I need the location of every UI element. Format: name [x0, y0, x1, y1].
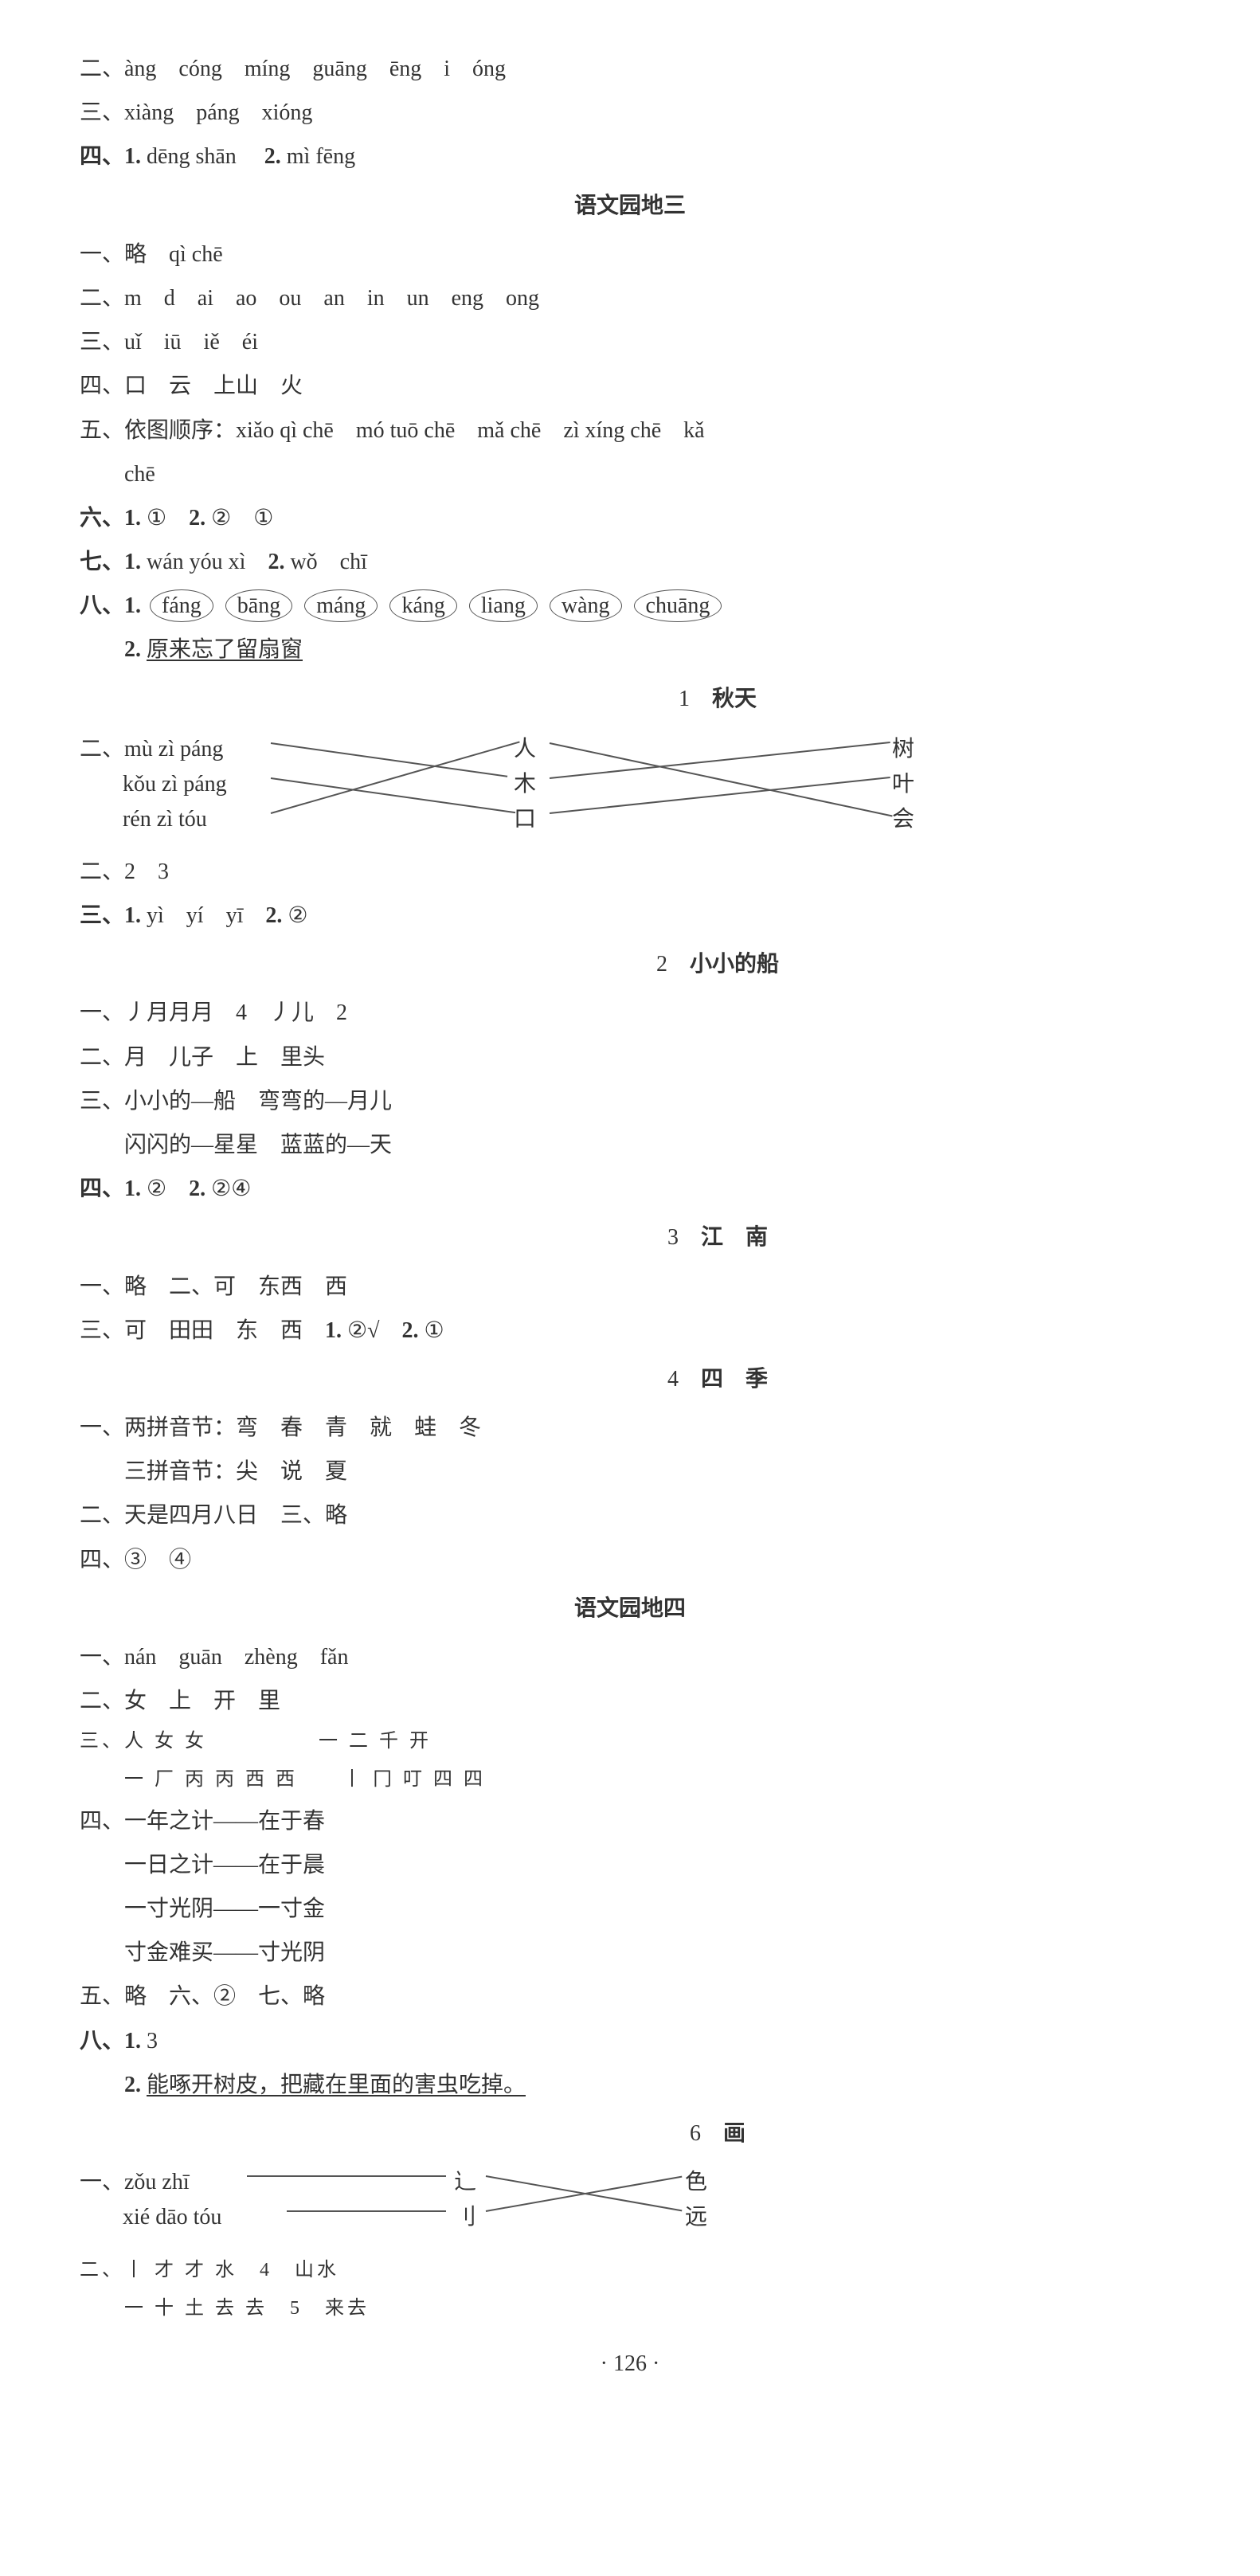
label-num: 2.: [268, 550, 284, 574]
text-line: 二、天是四月八日 三、略: [80, 1494, 1180, 1537]
match-line: [271, 742, 507, 777]
text-line: 2. 原来忘了留扇窗: [80, 628, 1180, 671]
oval-text: bāng: [225, 589, 292, 622]
text-line: 四、③ ④: [80, 1539, 1180, 1581]
label-num: 2.: [124, 2073, 141, 2097]
stroke-order-line: 二、丨 才 才 水 4 山水: [80, 2253, 1180, 2289]
label-num: 八、1.: [80, 593, 141, 618]
text-line: 二、m d ai ao ou an in un eng ong: [80, 277, 1180, 319]
text-line: 一、丿月月月 4 丿儿 2: [80, 992, 1180, 1034]
text-line: 四、1. dēng shān 2. mì fēng: [80, 135, 1180, 178]
label-num: 2.: [189, 1176, 205, 1201]
text-line: 四、1. ② 2. ②④: [80, 1168, 1180, 1210]
subtitle-text: 秋天: [712, 687, 757, 711]
label-num: 2.: [264, 144, 281, 169]
section-title: 语文园地三: [80, 185, 1180, 227]
oval-text: liang: [469, 589, 538, 622]
stroke-order-line: 一 厂 丙 丙 西 西 丨 冂 叮 四 四: [80, 1762, 1180, 1799]
matching-diagram: 二、mù zì páng kǒu zì páng rén zì tóu 人 木 …: [80, 728, 1180, 840]
page-number: · 126 ·: [80, 2343, 1180, 2385]
text-line: 三、1. yì yí yī 2. ②: [80, 895, 1180, 937]
text-line: 三、uǐ iū iě éi: [80, 321, 1180, 363]
text-line: 八、1. fáng bāng máng káng liang wàng chuā…: [80, 585, 1180, 627]
label-num: 七、1.: [80, 550, 141, 574]
match-line: [550, 742, 893, 816]
text-line: 寸金难买——寸光阴: [80, 1932, 1180, 1974]
label-num: 1.: [325, 1318, 342, 1343]
label-num: 2.: [124, 637, 141, 662]
text-line: chē: [80, 453, 1180, 495]
match-line: [271, 777, 515, 813]
text-line: 一日之计——在于晨: [80, 1844, 1180, 1886]
stroke-order-line: 一 十 土 去 去 5 来去: [80, 2291, 1180, 2327]
text-line: 四、一年之计——在于春: [80, 1800, 1180, 1842]
match-line: [247, 2175, 446, 2177]
text-line: 七、1. wán yóu xì 2. wǒ chī: [80, 541, 1180, 583]
label-num: 三、1.: [80, 903, 141, 928]
label-num: 四、1.: [80, 144, 141, 169]
match-right: 远: [685, 2196, 707, 2238]
text-line: 六、1. ① 2. ② ①: [80, 497, 1180, 539]
text-line: 三、小小的—船 弯弯的—月儿: [80, 1080, 1180, 1122]
match-line: [287, 2210, 446, 2212]
oval-text: káng: [389, 589, 456, 622]
label-num: 四、1.: [80, 1176, 141, 1201]
text-line: 一、两拼音节：弯 春 青 就 蛙 冬: [80, 1407, 1180, 1449]
match-right: 会: [892, 798, 914, 840]
match-line: [271, 741, 520, 814]
text-line: 三拼音节：尖 说 夏: [80, 1450, 1180, 1493]
subtitle: 6 画: [80, 2112, 1180, 2155]
subtitle: 2 小小的船: [80, 943, 1180, 985]
subtitle-text: 小小的船: [690, 952, 779, 977]
text-line: 三、xiàng páng xióng: [80, 92, 1180, 134]
label-num: 2.: [265, 903, 282, 928]
text-line: 五、依图顺序：xiǎo qì chē mó tuō chē mǎ chē zì …: [80, 409, 1180, 452]
subtitle-text: 江 南: [701, 1225, 768, 1250]
text-line: 二、月 儿子 上 里头: [80, 1036, 1180, 1079]
text-line: 一、略 二、可 东西 西: [80, 1266, 1180, 1308]
underline-text: 原来忘了留扇窗: [147, 637, 303, 662]
match-mid: 口: [514, 798, 536, 840]
subtitle-text: 四 季: [701, 1367, 768, 1392]
match-line: [550, 742, 890, 779]
oval-text: chuāng: [634, 589, 722, 622]
text-line: 闪闪的—星星 蓝蓝的—天: [80, 1124, 1180, 1166]
oval-text: máng: [304, 589, 378, 622]
text-line: 八、1. 3: [80, 2020, 1180, 2062]
subtitle-text: 画: [723, 2121, 745, 2146]
text-line: 一寸光阴——一寸金: [80, 1888, 1180, 1930]
text-line: 二、女 上 开 里: [80, 1680, 1180, 1722]
page-content: 二、àng cóng míng guāng ēng i óng 三、xiàng …: [80, 48, 1180, 2385]
text-line: 一、nán guān zhèng fǎn: [80, 1636, 1180, 1678]
subtitle: 3 江 南: [80, 1216, 1180, 1259]
label-num: 八、1.: [80, 2029, 141, 2053]
match-mid: 刂: [454, 2196, 476, 2238]
oval-text: fáng: [150, 589, 213, 622]
text-line: 2. 能啄开树皮，把藏在里面的害虫吃掉。: [80, 2064, 1180, 2106]
underline-text: 能啄开树皮，把藏在里面的害虫吃掉。: [147, 2073, 526, 2097]
oval-text: wàng: [550, 589, 622, 622]
match-left: xié dāo tóu: [123, 2196, 221, 2238]
text-line: 三、可 田田 东 西 1. ②√ 2. ①: [80, 1310, 1180, 1352]
label-num: 2.: [189, 506, 205, 530]
subtitle: 4 四 季: [80, 1358, 1180, 1400]
text-line: 一、略 qì chē: [80, 233, 1180, 276]
match-left: rén zì tóu: [123, 798, 207, 840]
text-line: 五、略 六、② 七、略: [80, 1975, 1180, 2018]
section-title: 语文园地四: [80, 1587, 1180, 1630]
matching-diagram: 一、zǒu zhī xié dāo tóu 辶 刂 色 远: [80, 2161, 1180, 2241]
match-line: [550, 777, 890, 814]
stroke-order-line: 三、人 女 女 一 二 千 开: [80, 1724, 1180, 1760]
label-num: 六、1.: [80, 506, 141, 530]
text-line: 四、口 云 上山 火: [80, 365, 1180, 407]
label-num: 2.: [402, 1318, 419, 1343]
subtitle: 1 秋天: [80, 678, 1180, 720]
text-line: 二、2 3: [80, 851, 1180, 893]
text-line: 二、àng cóng míng guāng ēng i óng: [80, 48, 1180, 90]
